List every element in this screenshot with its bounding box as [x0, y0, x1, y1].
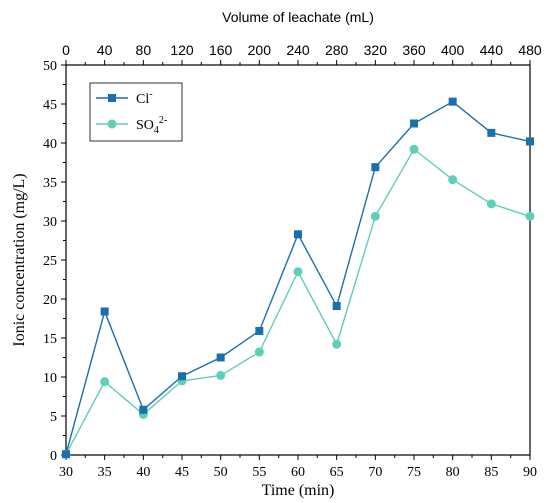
x-tick-label: 70 — [368, 465, 382, 480]
y-tick-label: 15 — [43, 332, 57, 347]
legend-box — [89, 82, 183, 142]
y-tick-label: 20 — [43, 293, 57, 308]
data-point — [255, 326, 264, 335]
y-tick-label: 25 — [43, 254, 57, 269]
y-tick-label: 0 — [50, 449, 57, 464]
x-tick-label: 55 — [252, 465, 266, 480]
data-point — [487, 128, 496, 137]
data-point — [100, 307, 109, 316]
y-tick-label: 10 — [43, 371, 57, 386]
x-tick-label: 60 — [291, 465, 305, 480]
top-x-axis-label: Volume of leachate (mL) — [222, 9, 374, 25]
y-tick-label: 35 — [43, 176, 57, 191]
top-x-tick-label: 0 — [62, 42, 70, 58]
legend-label: SO42- — [136, 115, 167, 136]
data-point — [216, 370, 226, 380]
top-x-tick-label: 80 — [136, 42, 152, 58]
y-tick-label: 5 — [50, 410, 57, 425]
data-point — [409, 144, 419, 154]
y-axis-label: Ionic concentration (mg/L) — [11, 173, 28, 346]
top-x-tick-label: 200 — [248, 42, 272, 58]
top-x-tick-label: 480 — [518, 42, 542, 58]
data-point — [100, 377, 110, 387]
data-point — [293, 267, 303, 277]
y-tick-label: 40 — [43, 137, 57, 152]
x-tick-label: 85 — [484, 465, 498, 480]
top-x-tick-label: 400 — [441, 42, 465, 58]
x-tick-label: 35 — [98, 465, 112, 480]
x-tick-label: 50 — [214, 465, 228, 480]
legend-marker — [108, 94, 116, 102]
top-x-tick-label: 440 — [480, 42, 504, 58]
data-point — [410, 119, 418, 128]
series-layer — [61, 97, 535, 459]
x-tick-label: 30 — [59, 465, 73, 480]
x-tick-label: 65 — [330, 465, 344, 480]
x-tick-label: 90 — [523, 465, 537, 480]
data-point — [486, 199, 496, 209]
top-x-tick-label: 360 — [402, 42, 426, 58]
legend-label: Cl- — [136, 89, 153, 107]
data-point — [448, 97, 457, 106]
x-tick-label: 75 — [407, 465, 421, 480]
top-x-tick-label: 40 — [97, 42, 113, 58]
legend: Cl- SO42- — [89, 82, 183, 142]
tick-labels: 30 35 40 45 50 55 60 65 70 75 80 85 900 40 80 120 160 200… — [43, 42, 542, 480]
data-point — [216, 353, 225, 362]
plot-frame — [65, 64, 531, 456]
data-point — [526, 137, 534, 146]
y-tick-label: 45 — [43, 98, 57, 113]
series-line-0 — [65, 100, 531, 455]
data-point — [139, 405, 148, 414]
top-x-tick-label: 240 — [286, 42, 310, 58]
y-tick-label: 30 — [43, 215, 57, 230]
top-x-tick-label: 160 — [209, 42, 233, 58]
top-x-tick-label: 280 — [325, 42, 349, 58]
data-point — [448, 175, 458, 185]
data-point — [332, 302, 341, 311]
data-point — [370, 211, 380, 221]
data-point — [62, 450, 70, 459]
x-axis-label: Time (min) — [262, 482, 335, 499]
legend-marker — [107, 119, 117, 129]
x-tick-label: 40 — [136, 465, 150, 480]
x-tick-label: 80 — [446, 465, 460, 480]
data-point — [371, 163, 380, 172]
x-tick-label: 45 — [175, 465, 189, 480]
data-point — [525, 211, 535, 221]
data-point — [332, 339, 342, 349]
top-x-tick-label: 320 — [364, 42, 388, 58]
data-point — [254, 347, 264, 357]
series-line-1 — [65, 148, 531, 455]
y-tick-label: 50 — [43, 59, 57, 74]
data-point — [178, 372, 186, 381]
top-x-tick-label: 120 — [170, 42, 194, 58]
data-point — [294, 230, 302, 239]
